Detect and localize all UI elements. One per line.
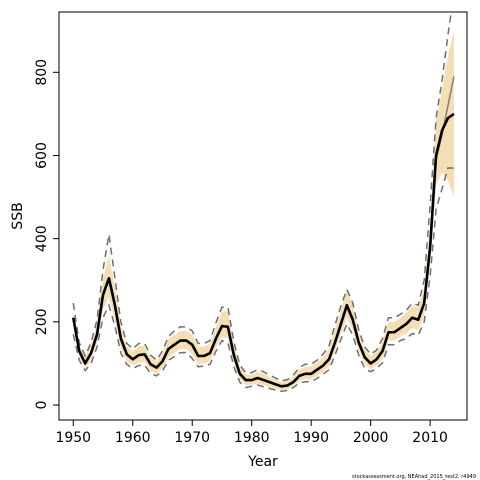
plot-frame (58, 11, 468, 421)
x-axis: 1950 1960 1970 1980 1990 2000 2010 (55, 420, 448, 446)
x-tick-label: 1960 (115, 430, 151, 446)
x-tick-label: 1950 (55, 430, 91, 446)
y-tick-label: 600 (34, 142, 50, 169)
dashed-upper-line (72, 12, 452, 382)
x-tick-label: 1980 (234, 430, 270, 446)
y-tick-label: 800 (34, 59, 50, 86)
x-tick-label: 1970 (174, 430, 210, 446)
y-axis: 0 200 400 600 800 (34, 59, 59, 410)
x-tick-label: 1990 (293, 430, 329, 446)
x-tick-label: 2000 (353, 430, 389, 446)
x-tick-label: 2010 (412, 430, 448, 446)
plot-area (71, 12, 455, 393)
dashed-lower-line (72, 167, 454, 393)
confidence-band (73, 30, 454, 391)
y-axis-label: SSB (10, 202, 26, 229)
y-tick-label: 200 (34, 308, 50, 335)
ssb-estimate-line (71, 112, 455, 388)
y-tick-label: 400 (34, 225, 50, 252)
footnote: stockassessment.org, NEAhad_2015_test2, … (352, 474, 476, 480)
y-tick-label: 0 (34, 401, 50, 410)
x-axis-label: Year (247, 454, 278, 470)
